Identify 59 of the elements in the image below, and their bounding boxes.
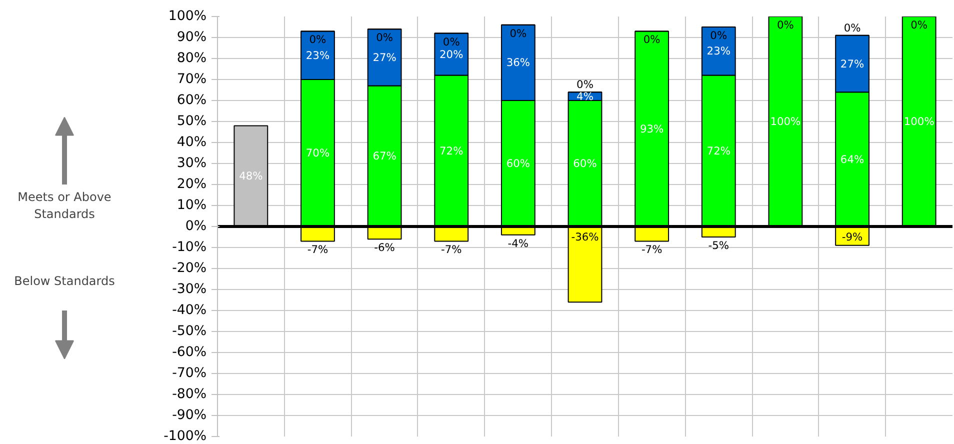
data-label: 0% (309, 33, 326, 46)
data-label: -7% (440, 243, 462, 256)
data-label: -9% (842, 230, 863, 244)
y-tick-label: -90% (172, 408, 207, 423)
data-label: 0% (643, 33, 660, 46)
y-tick-label: 20% (176, 177, 206, 192)
y-tick-label: 70% (176, 72, 206, 87)
data-label: 36% (506, 56, 530, 70)
y-tick-label: 80% (176, 51, 206, 66)
data-label: -4% (508, 236, 529, 250)
data-label: 4% (576, 90, 594, 103)
y-tick-label: -50% (172, 324, 207, 339)
data-label: -5% (708, 239, 730, 252)
y-tick-label: -40% (172, 303, 207, 318)
data-label: -36% (571, 230, 599, 244)
data-label: 60% (506, 157, 530, 170)
data-label: 72% (706, 144, 730, 158)
y-tick-label: -100% (164, 429, 207, 444)
data-label: 100% (770, 115, 801, 128)
y-tick-label: 90% (176, 30, 206, 45)
data-label: 64% (840, 152, 864, 166)
text: Meets or Above Standards (18, 190, 112, 221)
data-label: 0% (510, 26, 527, 40)
y-tick-label: -10% (172, 240, 207, 255)
data-label: 100% (904, 115, 934, 128)
data-label: 93% (640, 122, 664, 136)
data-label: 23% (706, 44, 730, 58)
data-label: -6% (374, 241, 395, 254)
data-label: 60% (573, 157, 597, 170)
data-label: 67% (372, 150, 396, 163)
data-label: 0% (710, 29, 728, 42)
data-label: 0% (442, 35, 460, 48)
y-tick-label: 60% (176, 93, 206, 108)
data-label: 0% (910, 18, 928, 32)
y-tick-label: 40% (176, 135, 206, 150)
y-tick-label: -30% (172, 282, 207, 297)
data-label: 0% (777, 18, 794, 32)
data-label: 23% (306, 48, 330, 62)
data-label: -7% (307, 243, 328, 256)
data-label: 0% (844, 21, 861, 34)
y-tick-label: -70% (172, 366, 207, 381)
y-tick-label: 50% (176, 114, 206, 129)
data-label: -7% (641, 243, 662, 256)
y-tick-label: 100% (168, 9, 207, 24)
data-label: 27% (840, 57, 864, 70)
data-label: 0% (576, 78, 594, 92)
y-tick-label: 0% (185, 219, 207, 234)
y-tick-label: 30% (176, 156, 206, 171)
data-label: 20% (440, 48, 464, 61)
data-label: 70% (306, 146, 330, 160)
data-label: 27% (372, 50, 396, 64)
y-tick-label: -80% (172, 387, 207, 402)
y-tick-label: -20% (172, 261, 207, 276)
y-tick-label: 10% (176, 198, 206, 213)
text: Below Standards (14, 274, 115, 288)
data-label: 0% (376, 31, 393, 44)
data-label: 72% (440, 144, 464, 158)
data-label: 48% (239, 170, 263, 183)
y-tick-label: -60% (172, 345, 207, 360)
